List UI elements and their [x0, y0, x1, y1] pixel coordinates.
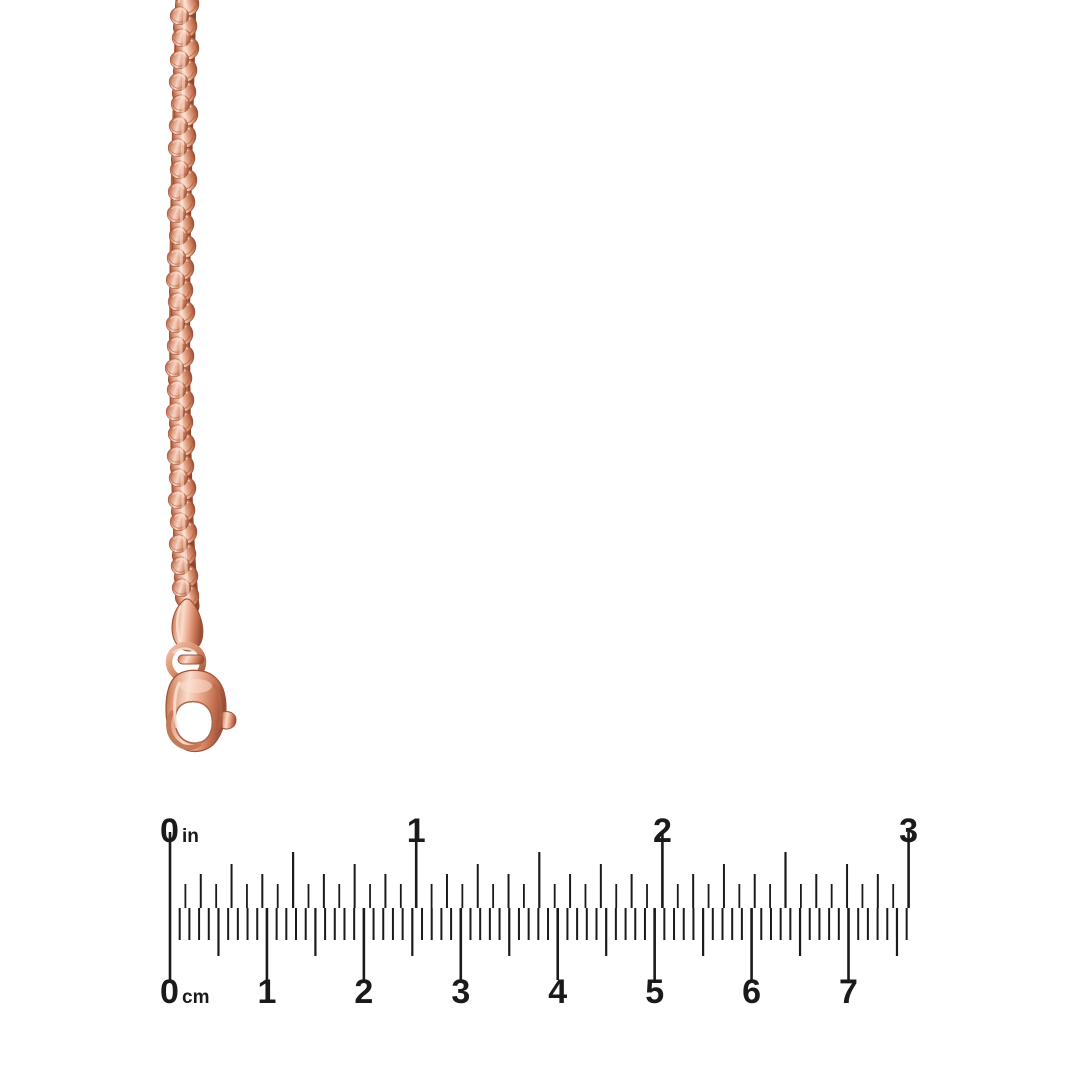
- rope-chain-necklace-graphic: [162, 0, 237, 753]
- inch-scale-labels: 0 in 1 2 3: [160, 812, 918, 850]
- cm-label-6: 6: [742, 973, 761, 1011]
- product-image: [162, 0, 237, 753]
- cm-unit-label: cm: [182, 987, 209, 1008]
- ruler-graphic: 0 in 1 2 3 0 cm 1 2 3 4 5 6 7: [160, 812, 918, 1011]
- inch-unit-label: in: [182, 826, 199, 847]
- dual-scale-ruler: 0 in 1 2 3 0 cm 1 2 3 4 5 6 7: [0, 790, 1080, 1080]
- inch-zero-label: 0: [160, 812, 179, 850]
- lobster-clasp: [165, 598, 237, 753]
- cm-scale-labels: 0 cm 1 2 3 4 5 6 7: [160, 973, 858, 1011]
- inch-label-3: 3: [899, 812, 918, 850]
- chain-body: [162, 0, 203, 617]
- cm-label-2: 2: [354, 973, 373, 1011]
- cm-label-3: 3: [451, 973, 470, 1011]
- cm-label-5: 5: [645, 973, 664, 1011]
- cm-label-4: 4: [548, 973, 567, 1011]
- inch-tick-marks: [168, 832, 910, 908]
- cm-tick-marks: [168, 908, 908, 980]
- cm-zero-label: 0: [160, 973, 179, 1011]
- inch-label-1: 1: [407, 812, 426, 850]
- cm-label-1: 1: [257, 973, 276, 1011]
- cm-label-7: 7: [839, 973, 858, 1011]
- inch-label-2: 2: [653, 812, 672, 850]
